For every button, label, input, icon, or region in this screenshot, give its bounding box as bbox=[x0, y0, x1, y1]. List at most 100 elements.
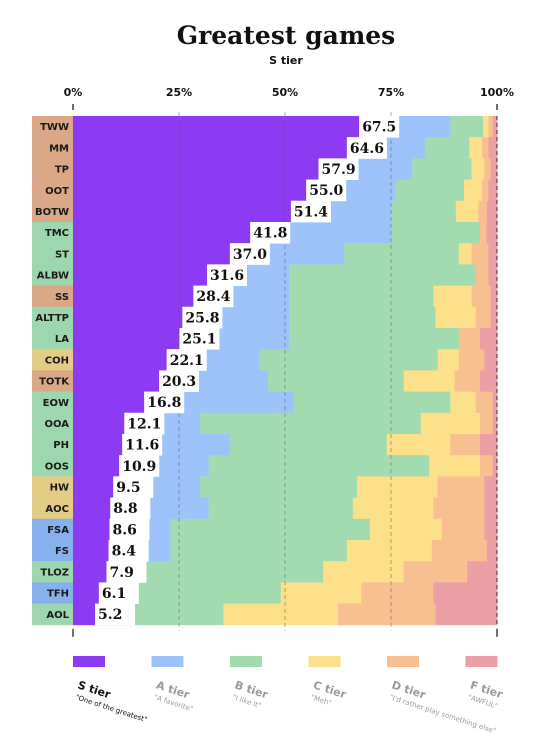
legend-swatch bbox=[151, 656, 184, 667]
row-label-bg bbox=[32, 349, 73, 371]
bar-segment bbox=[73, 603, 96, 626]
bar-segment bbox=[492, 412, 498, 435]
row-label: TLOZ bbox=[40, 567, 69, 578]
value-label: 16.8 bbox=[147, 395, 181, 411]
value-label-pad bbox=[113, 476, 154, 498]
value-label-pad bbox=[119, 455, 160, 477]
value-label-pad bbox=[306, 179, 347, 202]
bar-segment bbox=[486, 200, 498, 223]
value-label: 57.9 bbox=[321, 162, 355, 178]
value-label: 64.6 bbox=[350, 141, 384, 157]
value-label-pad bbox=[206, 264, 247, 286]
bar-segment bbox=[208, 455, 430, 477]
row-label-bg bbox=[32, 370, 73, 392]
bar-segment bbox=[471, 158, 485, 180]
value-label: 41.8 bbox=[253, 226, 287, 242]
legend-swatch bbox=[73, 656, 105, 667]
bar-segment bbox=[488, 179, 498, 202]
bar-segment bbox=[73, 243, 231, 265]
bar-segment bbox=[458, 328, 481, 350]
bar-segment bbox=[420, 412, 481, 435]
value-label: 20.3 bbox=[162, 374, 196, 390]
bar-segment bbox=[200, 412, 422, 435]
bar-segment bbox=[289, 264, 477, 286]
bar-segment bbox=[338, 603, 436, 626]
bar-segment bbox=[73, 179, 307, 202]
bar-segment bbox=[208, 497, 354, 520]
bar-segment bbox=[73, 116, 360, 138]
legend-swatch bbox=[465, 656, 498, 667]
bar-segment bbox=[480, 412, 494, 435]
bar-segment bbox=[484, 497, 498, 520]
bar-segment bbox=[361, 582, 434, 604]
value-label-pad bbox=[182, 306, 223, 329]
x-tick-label: 75% bbox=[378, 86, 404, 99]
bar-segment bbox=[170, 540, 348, 562]
row-label: OOA bbox=[45, 419, 70, 430]
bar-segment bbox=[433, 285, 472, 308]
value-label-pad bbox=[359, 116, 400, 138]
value-label: 12.1 bbox=[127, 416, 161, 432]
bar-segment bbox=[73, 455, 120, 477]
bar-segment bbox=[484, 518, 498, 541]
value-label: 51.4 bbox=[294, 204, 328, 220]
value-label: 25.8 bbox=[185, 310, 219, 326]
bar-segment bbox=[289, 285, 434, 308]
value-label-pad bbox=[144, 391, 185, 414]
bar-segment bbox=[458, 349, 485, 371]
bar-segment bbox=[73, 264, 208, 286]
value-label: 25.1 bbox=[182, 332, 216, 348]
bar-segment bbox=[73, 285, 194, 308]
value-label: 55.0 bbox=[309, 183, 343, 199]
bar-segment bbox=[492, 455, 498, 477]
bar-segment bbox=[490, 285, 498, 308]
row-label: EOW bbox=[43, 398, 69, 409]
bar-segment bbox=[488, 264, 498, 286]
row-label: TP bbox=[55, 165, 69, 176]
bar-segment bbox=[484, 158, 492, 180]
bar-segment bbox=[344, 243, 460, 265]
value-label-pad bbox=[106, 561, 147, 583]
bar-segment bbox=[435, 306, 477, 329]
bar-segment bbox=[475, 264, 489, 286]
bar-segment bbox=[280, 582, 362, 604]
row-label-bg bbox=[32, 264, 73, 286]
row-label-bg bbox=[32, 518, 73, 541]
row-label-bg bbox=[32, 200, 73, 223]
value-label-pad bbox=[95, 603, 136, 626]
bar-segment bbox=[323, 561, 405, 583]
bar-segment bbox=[352, 497, 434, 520]
legend: S tier"One of the greatest"A tier"A favo… bbox=[73, 656, 505, 735]
row-label-bg bbox=[32, 116, 73, 138]
bar-segment bbox=[73, 476, 114, 498]
row-label-bg bbox=[32, 603, 73, 626]
bar-segment bbox=[412, 158, 472, 180]
bar-segment bbox=[478, 200, 488, 223]
row-label-bg bbox=[32, 306, 73, 329]
row-label-bg bbox=[32, 582, 73, 604]
bar-segment bbox=[450, 434, 481, 456]
value-label-pad bbox=[250, 222, 291, 244]
bar-segment bbox=[357, 476, 439, 498]
bar-segment bbox=[391, 222, 481, 244]
row-label: FSA bbox=[47, 525, 69, 536]
value-label: 6.1 bbox=[102, 586, 126, 602]
bar-segment bbox=[73, 434, 123, 456]
x-axis-ticks: 0% 25% 50% 75% 100% bbox=[64, 86, 514, 99]
value-label-pad bbox=[318, 158, 359, 180]
bar-segment bbox=[467, 561, 498, 583]
row-label-bg bbox=[32, 158, 73, 180]
value-label: 8.8 bbox=[113, 501, 137, 517]
row-label: TMC bbox=[45, 228, 69, 239]
bar-segment bbox=[486, 540, 498, 562]
value-label-pad bbox=[110, 497, 151, 520]
value-label-pad bbox=[290, 200, 331, 223]
bar-segment bbox=[200, 476, 358, 498]
bar-segment bbox=[471, 243, 489, 265]
value-label: 8.4 bbox=[112, 544, 137, 560]
x-tick-label: 0% bbox=[64, 86, 83, 99]
bar-segment bbox=[73, 497, 111, 520]
row-label-bg bbox=[32, 285, 73, 308]
row-label: AOC bbox=[45, 504, 69, 515]
bar-segment bbox=[369, 518, 443, 541]
